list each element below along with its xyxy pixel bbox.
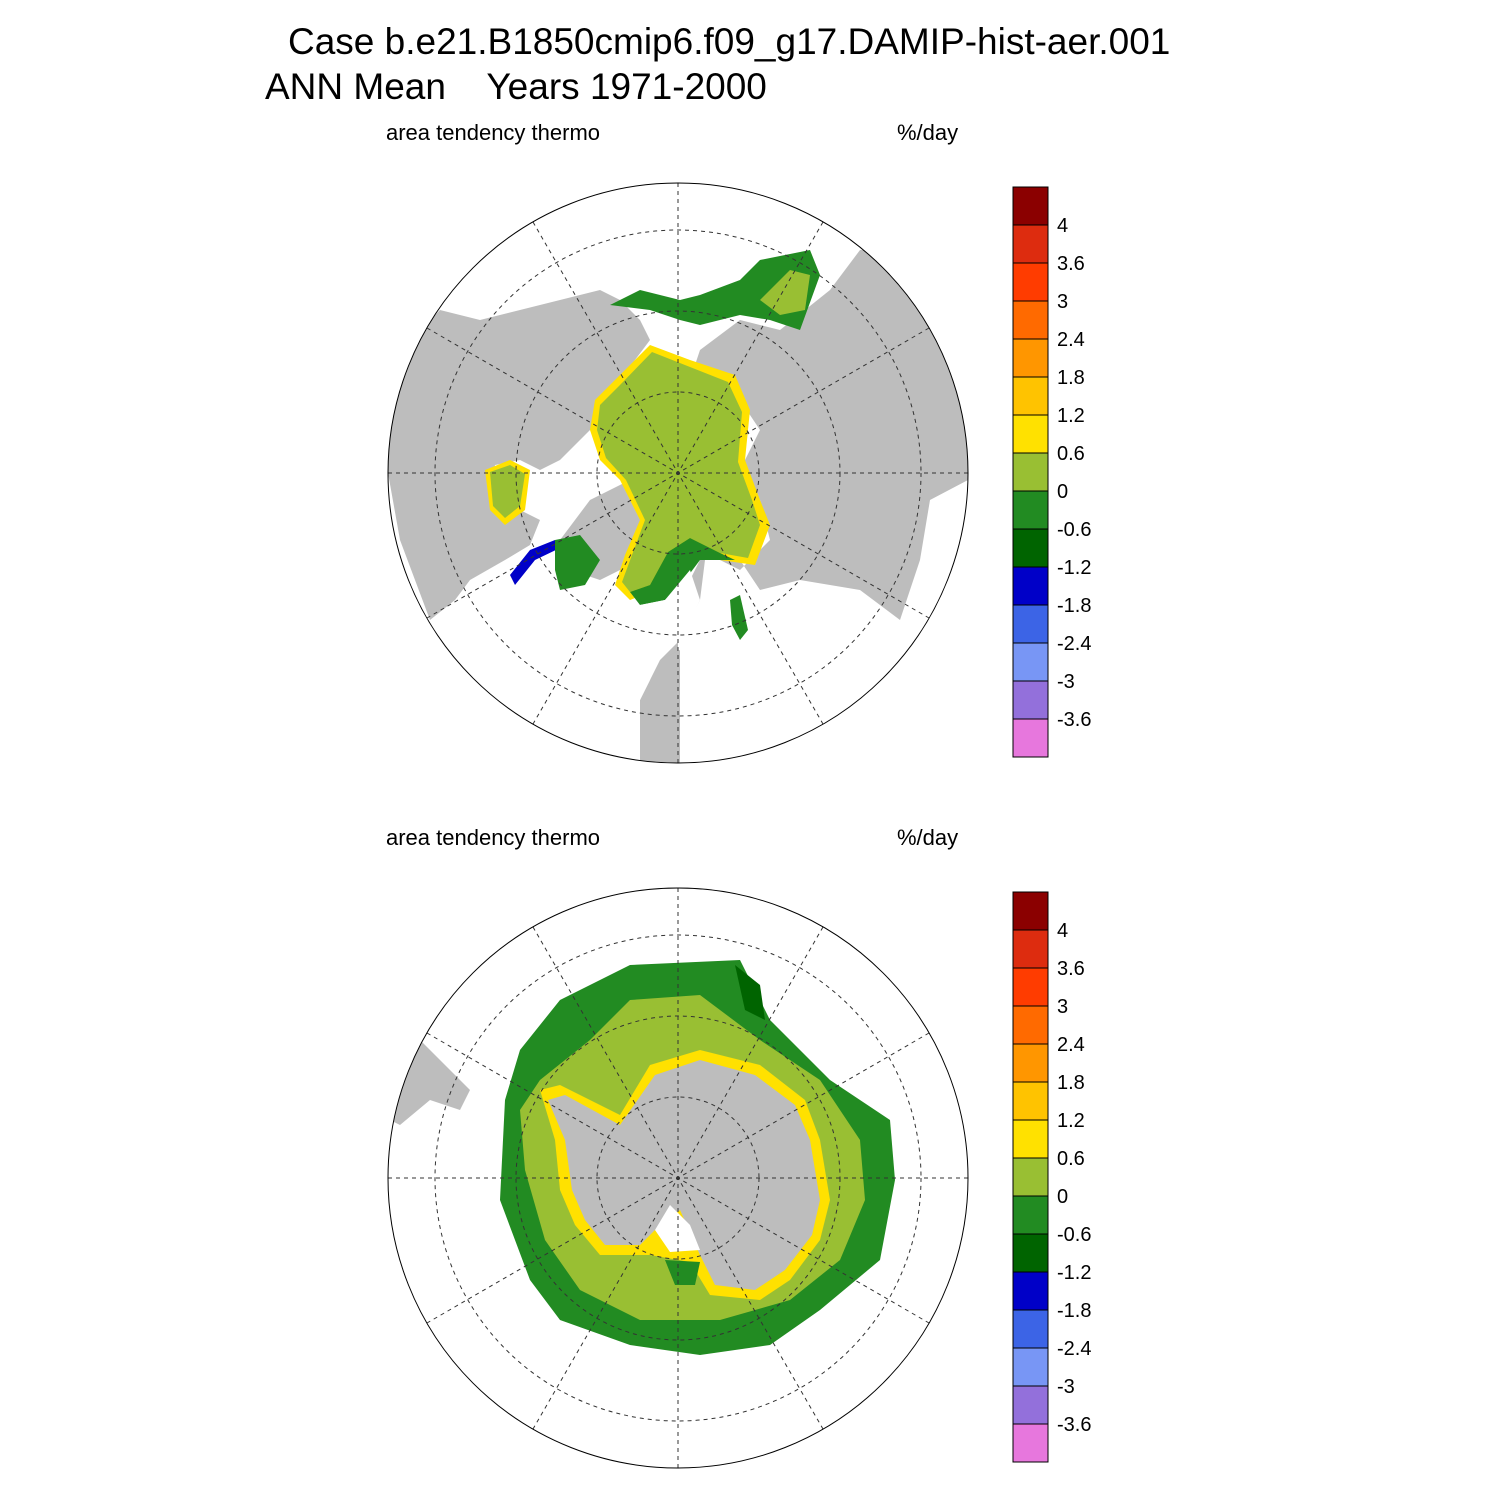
north-colorbar-box xyxy=(1012,680,1049,720)
south-colorbar-box xyxy=(1012,1233,1049,1273)
south-colorbar-box xyxy=(1012,1043,1049,1083)
north-graticule xyxy=(388,183,968,763)
north-okhotsk-ice xyxy=(760,270,810,315)
south-colorbar-box xyxy=(1012,1195,1049,1235)
north-colorbar-label: -1.8 xyxy=(1057,595,1091,617)
south-colorbar-label: 0 xyxy=(1057,1186,1068,1208)
south-colorbar-box xyxy=(1012,967,1049,1007)
north-colorbar-box xyxy=(1012,262,1049,302)
north-colorbar-label: -1.2 xyxy=(1057,557,1091,579)
south-colorbar-label: -3.6 xyxy=(1057,1414,1091,1436)
south-colorbar-label: -1.2 xyxy=(1057,1262,1091,1284)
south-colorbar-label: -1.8 xyxy=(1057,1300,1091,1322)
north-baltic-ice xyxy=(730,595,748,640)
south-ross-sea-ice xyxy=(665,1260,700,1285)
north-colorbar-label: -3.6 xyxy=(1057,709,1091,731)
south-colorbar-box xyxy=(1012,1005,1049,1045)
south-left-label: area tendency thermo xyxy=(386,825,601,850)
south-colorbar-label: 0.6 xyxy=(1057,1148,1085,1170)
south-colorbar-box xyxy=(1012,1385,1049,1425)
south-colorbar-label: 2.4 xyxy=(1057,1034,1085,1056)
title-period: ANN Mean Years 1971-2000 xyxy=(265,66,767,107)
south-colorbar-box xyxy=(1012,929,1049,969)
north-colorbar-label: 1.8 xyxy=(1057,367,1085,389)
south-colorbar-label: -3 xyxy=(1057,1376,1075,1398)
north-colorbar-label: -3 xyxy=(1057,671,1075,693)
south-weddell-dark xyxy=(735,965,765,1020)
north-colorbar-box xyxy=(1012,490,1049,530)
south-colorbar-label: -0.6 xyxy=(1057,1224,1091,1246)
north-colorbar-label: 4 xyxy=(1057,215,1068,237)
north-units-label: %/day xyxy=(897,120,959,145)
north-colorbar-box xyxy=(1012,414,1049,454)
north-colorbar-box xyxy=(1012,338,1049,378)
north-colorbar-label: 1.2 xyxy=(1057,405,1085,427)
north-labrador-negative xyxy=(510,540,560,585)
north-colorbar-box xyxy=(1012,604,1049,644)
south-ross-ice-shelf xyxy=(655,1205,700,1252)
north-colorbar-box xyxy=(1012,186,1049,226)
north-colorbar-label: 0.6 xyxy=(1057,443,1085,465)
south-colorbar-box xyxy=(1012,1309,1049,1349)
south-colorbar-box xyxy=(1012,1271,1049,1311)
north-colorbar-box xyxy=(1012,452,1049,492)
north-europe-land xyxy=(640,650,680,763)
north-greenland-sea-ice xyxy=(630,538,735,605)
south-colorbar-label: 1.8 xyxy=(1057,1072,1085,1094)
north-colorbar-label: 3.6 xyxy=(1057,253,1085,275)
south-polar-map xyxy=(387,887,969,1469)
south-colorbar-label: 1.2 xyxy=(1057,1110,1085,1132)
north-colorbar-box xyxy=(1012,224,1049,264)
south-colorbar-box xyxy=(1012,1157,1049,1197)
north-left-label: area tendency thermo xyxy=(386,120,601,145)
north-labrador-ice xyxy=(555,535,600,590)
south-colorbar-box xyxy=(1012,1119,1049,1159)
north-colorbar-label: 0 xyxy=(1057,481,1068,503)
north-colorbar-label: 3 xyxy=(1057,291,1068,313)
north-colorbar-label: -2.4 xyxy=(1057,633,1091,655)
north-colorbar-label: 2.4 xyxy=(1057,329,1085,351)
north-america-land xyxy=(388,290,650,620)
south-colorbar-box xyxy=(1012,1347,1049,1387)
south-colorbar-label: 3.6 xyxy=(1057,958,1085,980)
north-colorbar-box xyxy=(1012,642,1049,682)
south-map-border xyxy=(387,887,969,1469)
north-colorbar: 4 3.6 3 2.4 1.8 1.2 0.6 0 -0.6 -1.2 -1.8 -2.4 -3 -3.6 xyxy=(1012,186,1091,758)
south-colorbar-box xyxy=(1012,1423,1049,1463)
south-colorbar-box xyxy=(1012,1081,1049,1121)
north-colorbar-box xyxy=(1012,300,1049,340)
south-colorbar-label: 4 xyxy=(1057,920,1068,942)
south-colorbar: 4 3.6 3 2.4 1.8 1.2 0.6 0 -0.6 -1.2 -1.8 -2.4 -3 -3.6 xyxy=(1012,891,1091,1463)
north-bering-ice xyxy=(610,250,820,330)
north-colorbar-label: -0.6 xyxy=(1057,519,1091,541)
north-colorbar-box xyxy=(1012,718,1049,758)
north-colorbar-box xyxy=(1012,566,1049,606)
south-colorbar-box xyxy=(1012,891,1049,931)
north-atlantic-open xyxy=(520,570,700,700)
south-colorbar-label: 3 xyxy=(1057,996,1068,1018)
title-case: Case b.e21.B1850cmip6.f09_g17.DAMIP-hist… xyxy=(288,21,1171,62)
south-units-label: %/day xyxy=(897,825,959,850)
north-colorbar-box xyxy=(1012,376,1049,416)
north-polar-map xyxy=(387,182,969,764)
north-map-border xyxy=(387,182,969,764)
south-colorbar-label: -2.4 xyxy=(1057,1338,1091,1360)
north-colorbar-box xyxy=(1012,528,1049,568)
south-graticule xyxy=(388,888,968,1468)
north-hudson-ice-interior xyxy=(490,465,525,518)
